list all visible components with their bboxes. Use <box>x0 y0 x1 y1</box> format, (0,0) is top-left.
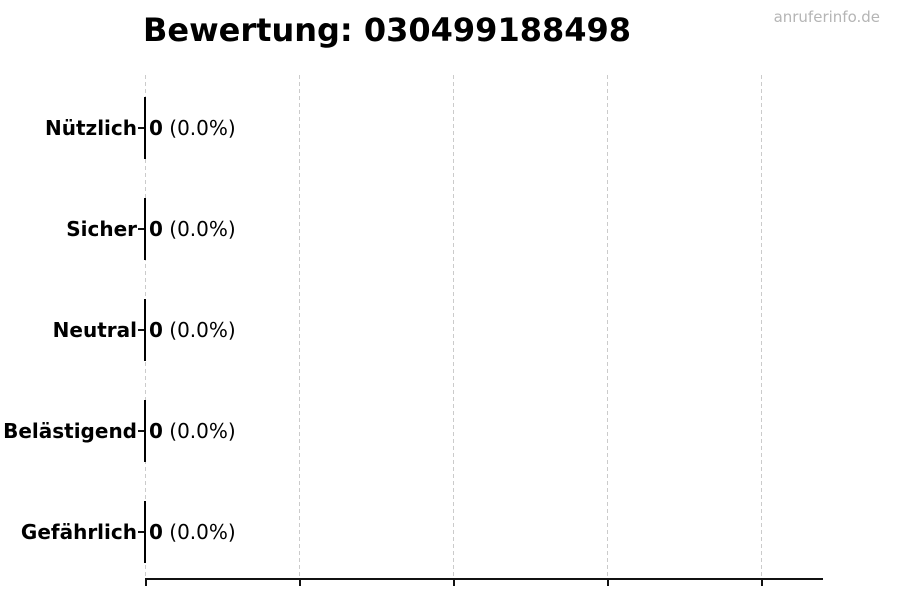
bar-row: Nützlich 0 (0.0%) <box>0 78 900 178</box>
value-label: 0 (0.0%) <box>149 217 236 241</box>
gridline <box>761 75 762 580</box>
chart-title: Bewertung: 030499188498 <box>143 11 632 49</box>
x-axis-tick <box>761 580 763 586</box>
value-label: 0 (0.0%) <box>149 520 236 544</box>
x-axis-tick <box>299 580 301 586</box>
gridline <box>607 75 608 580</box>
value-percent: (0.0%) <box>162 520 236 544</box>
category-label: Neutral <box>52 318 137 342</box>
value-count: 0 <box>149 217 163 241</box>
y-axis-tick <box>138 430 145 432</box>
bar-row: Gefährlich 0 (0.0%) <box>0 482 900 582</box>
bar <box>144 198 146 260</box>
category-label: Sicher <box>66 217 137 241</box>
x-axis-line <box>145 578 823 580</box>
category-label: Gefährlich <box>20 520 137 544</box>
bar-row: Neutral 0 (0.0%) <box>0 280 900 380</box>
bar-row: Belästigend 0 (0.0%) <box>0 381 900 481</box>
value-label: 0 (0.0%) <box>149 116 236 140</box>
bar <box>144 299 146 361</box>
value-label: 0 (0.0%) <box>149 318 236 342</box>
bar <box>144 501 146 563</box>
category-label: Nützlich <box>45 116 137 140</box>
bar <box>144 400 146 462</box>
gridline <box>299 75 300 580</box>
value-percent: (0.0%) <box>162 217 236 241</box>
value-label: 0 (0.0%) <box>149 419 236 443</box>
value-percent: (0.0%) <box>162 419 236 443</box>
y-axis-tick <box>138 127 145 129</box>
y-axis-tick <box>138 531 145 533</box>
bar <box>144 97 146 159</box>
x-axis-tick <box>607 580 609 586</box>
value-count: 0 <box>149 116 163 140</box>
y-axis-tick <box>138 228 145 230</box>
gridline <box>453 75 454 580</box>
watermark: anruferinfo.de <box>773 8 880 26</box>
value-percent: (0.0%) <box>162 318 236 342</box>
x-axis-tick <box>145 580 147 586</box>
value-percent: (0.0%) <box>162 116 236 140</box>
x-axis-tick <box>453 580 455 586</box>
y-axis-tick <box>138 329 145 331</box>
value-count: 0 <box>149 419 163 443</box>
category-label: Belästigend <box>3 419 137 443</box>
value-count: 0 <box>149 520 163 544</box>
value-count: 0 <box>149 318 163 342</box>
bar-row: Sicher 0 (0.0%) <box>0 179 900 279</box>
plot-area: Nützlich 0 (0.0%) Sicher 0 (0.0%) Neutral 0 (… <box>3 75 823 586</box>
